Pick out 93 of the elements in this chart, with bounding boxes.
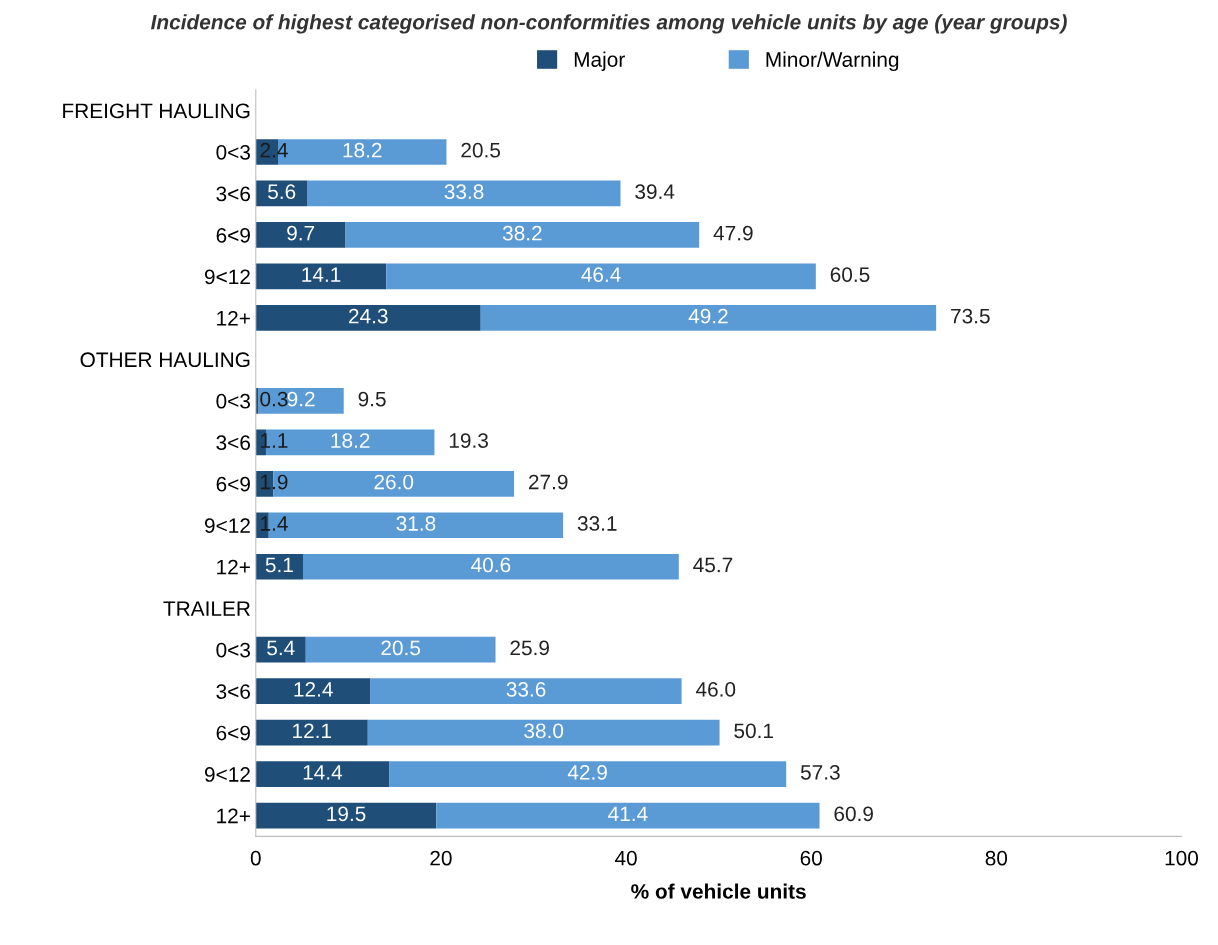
bar bbox=[480, 305, 937, 331]
y-tick-label: OTHER HAULING bbox=[80, 352, 250, 368]
y-tick-label: 9<12 bbox=[204, 269, 250, 285]
y-tick-label: 9<12 bbox=[204, 767, 250, 782]
x-tick-label: 40 bbox=[614, 850, 637, 866]
bar bbox=[345, 222, 700, 248]
total-label: 33.1 bbox=[577, 516, 617, 531]
data-label: 38.2 bbox=[502, 225, 542, 241]
y-tick-label: 6<9 bbox=[216, 227, 250, 243]
y-tick-label: 12+ bbox=[217, 808, 250, 824]
bar bbox=[302, 553, 679, 580]
bar bbox=[255, 263, 387, 290]
total-label: 20.5 bbox=[461, 142, 501, 158]
bar bbox=[370, 678, 682, 705]
total-label: 47.9 bbox=[713, 225, 753, 241]
total-label: 39.4 bbox=[635, 184, 675, 200]
y-tick-label: TRAILER bbox=[163, 601, 250, 616]
data-label: 26.0 bbox=[374, 474, 414, 490]
data-label: 18.2 bbox=[343, 142, 382, 158]
y-tick-label: 0<3 bbox=[216, 393, 250, 409]
data-label: 18.2 bbox=[331, 433, 370, 448]
bar bbox=[255, 636, 306, 663]
y-tick-label: 0<3 bbox=[216, 642, 250, 658]
bar bbox=[436, 802, 820, 829]
y-tick-label: 6<9 bbox=[216, 476, 250, 492]
x-tick-label: 60 bbox=[800, 850, 822, 866]
y-tick-label: FREIGHT HAULING bbox=[63, 103, 250, 119]
bar bbox=[255, 222, 346, 248]
bar bbox=[255, 553, 303, 580]
bar bbox=[255, 761, 390, 787]
bar bbox=[389, 761, 787, 787]
data-label: 5.6 bbox=[268, 184, 296, 200]
data-label: 14.1 bbox=[302, 267, 341, 282]
x-axis-title: % of vehicle units bbox=[631, 883, 806, 899]
data-label: 46.4 bbox=[581, 267, 621, 282]
x-tick-label: 100 bbox=[1165, 850, 1199, 866]
data-label: 12.1 bbox=[293, 723, 332, 739]
data-label: 31.8 bbox=[396, 516, 436, 531]
x-tick-label: 20 bbox=[430, 850, 452, 866]
data-label: 42.9 bbox=[567, 764, 607, 780]
total-label: 45.7 bbox=[693, 557, 733, 573]
total-label: 27.9 bbox=[528, 474, 568, 490]
y-tick-label: 3<6 bbox=[216, 435, 250, 451]
data-label: 12.4 bbox=[294, 682, 333, 697]
bar bbox=[255, 678, 371, 705]
total-label: 25.9 bbox=[510, 640, 549, 656]
total-label: 9.5 bbox=[358, 391, 386, 407]
chart-title: Incidence of highest categorised non-conformities among vehicle units by age (year groups) bbox=[150, 14, 1067, 34]
data-label: 5.1 bbox=[265, 557, 293, 573]
data-label: 33.6 bbox=[506, 682, 546, 697]
total-label: 19.3 bbox=[449, 433, 488, 448]
bar bbox=[386, 263, 816, 290]
total-label: 73.5 bbox=[951, 308, 990, 324]
bar bbox=[255, 387, 259, 414]
x-tick-label: 0 bbox=[250, 850, 261, 866]
data-label: 1.1 bbox=[261, 433, 288, 448]
data-label: 9.2 bbox=[287, 391, 315, 407]
data-label: 33.8 bbox=[444, 184, 484, 200]
data-label: 40.6 bbox=[471, 557, 511, 573]
y-tick-label: 3<6 bbox=[216, 684, 250, 699]
total-label: 50.1 bbox=[734, 723, 773, 739]
bar bbox=[258, 387, 344, 414]
data-label: 49.2 bbox=[688, 308, 728, 324]
data-label: 1.9 bbox=[261, 474, 288, 490]
bar bbox=[255, 802, 437, 829]
bar bbox=[305, 636, 496, 663]
data-label: 20.5 bbox=[381, 640, 421, 656]
data-label: 1.4 bbox=[261, 516, 288, 531]
data-label: 41.4 bbox=[608, 806, 648, 821]
legend-label: Minor/Warning bbox=[766, 51, 899, 72]
bar bbox=[367, 719, 720, 746]
bar bbox=[255, 305, 481, 331]
total-label: 46.0 bbox=[695, 682, 736, 697]
data-label: 9.7 bbox=[287, 225, 315, 241]
legend-label: Major bbox=[574, 51, 625, 72]
data-label: 19.5 bbox=[327, 806, 366, 822]
y-tick-label: 6<9 bbox=[216, 725, 250, 741]
y-tick-label: 3<6 bbox=[216, 186, 250, 202]
y-tick-label: 12+ bbox=[217, 310, 250, 326]
data-label: 5.4 bbox=[267, 640, 295, 656]
x-tick-label: 80 bbox=[985, 850, 1008, 866]
total-label: 60.9 bbox=[834, 806, 873, 822]
y-tick-label: 9<12 bbox=[204, 518, 250, 534]
bar bbox=[255, 719, 368, 746]
data-label: 24.3 bbox=[349, 308, 388, 324]
y-tick-label: 12+ bbox=[217, 559, 250, 575]
data-label: 0.3 bbox=[260, 391, 288, 407]
total-label: 60.5 bbox=[830, 267, 870, 282]
data-label: 14.4 bbox=[303, 765, 343, 780]
total-label: 57.3 bbox=[800, 764, 840, 780]
y-tick-label: 0<3 bbox=[216, 144, 250, 160]
bar bbox=[307, 180, 621, 207]
data-label: 38.0 bbox=[524, 723, 564, 739]
